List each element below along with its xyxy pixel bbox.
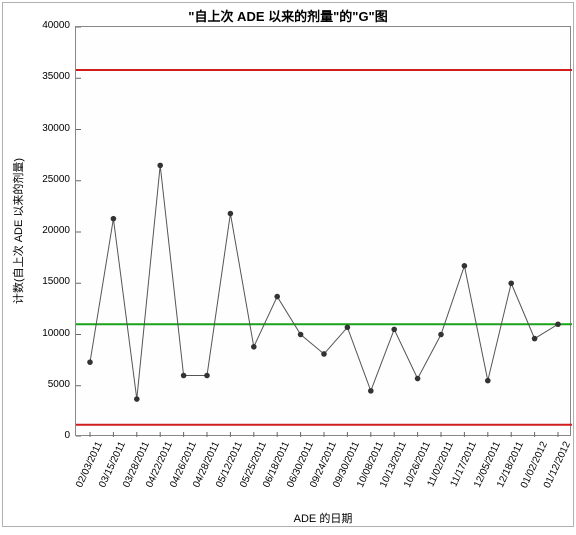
y-tick-label: 20000 <box>26 225 70 236</box>
data-point <box>134 396 140 402</box>
y-tick-label: 5000 <box>26 379 70 390</box>
plot-area <box>75 26 571 436</box>
data-point <box>345 325 351 331</box>
data-point <box>532 336 538 342</box>
y-tick-label: 25000 <box>26 174 70 185</box>
y-tick-label: 30000 <box>26 123 70 134</box>
data-point <box>228 211 234 217</box>
data-point <box>274 294 280 300</box>
data-line <box>90 165 558 399</box>
data-point <box>555 321 561 327</box>
data-point <box>251 344 257 350</box>
data-point <box>391 327 397 333</box>
data-point <box>508 280 514 286</box>
y-tick-label: 0 <box>26 430 70 441</box>
data-point <box>321 351 327 357</box>
data-point <box>485 378 491 384</box>
data-point <box>462 263 468 269</box>
data-point <box>415 376 421 382</box>
data-point <box>181 373 187 379</box>
data-point <box>368 388 374 394</box>
y-tick-label: 10000 <box>26 328 70 339</box>
data-point <box>438 332 444 338</box>
data-point <box>298 332 304 338</box>
y-tick-label: 15000 <box>26 276 70 287</box>
plot-svg <box>76 27 572 437</box>
y-axis-label: 计数(自上次 ADE 以来的剂量) <box>10 131 26 331</box>
data-point <box>157 163 163 169</box>
y-tick-label: 40000 <box>26 20 70 31</box>
data-point <box>111 216 117 222</box>
data-point <box>204 373 210 379</box>
chart-title: "自上次 ADE 以来的剂量"的"G"图 <box>2 6 574 25</box>
y-tick-label: 35000 <box>26 71 70 82</box>
data-point <box>87 359 93 365</box>
